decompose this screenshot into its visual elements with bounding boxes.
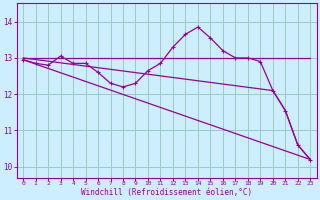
X-axis label: Windchill (Refroidissement éolien,°C): Windchill (Refroidissement éolien,°C) <box>81 188 252 197</box>
